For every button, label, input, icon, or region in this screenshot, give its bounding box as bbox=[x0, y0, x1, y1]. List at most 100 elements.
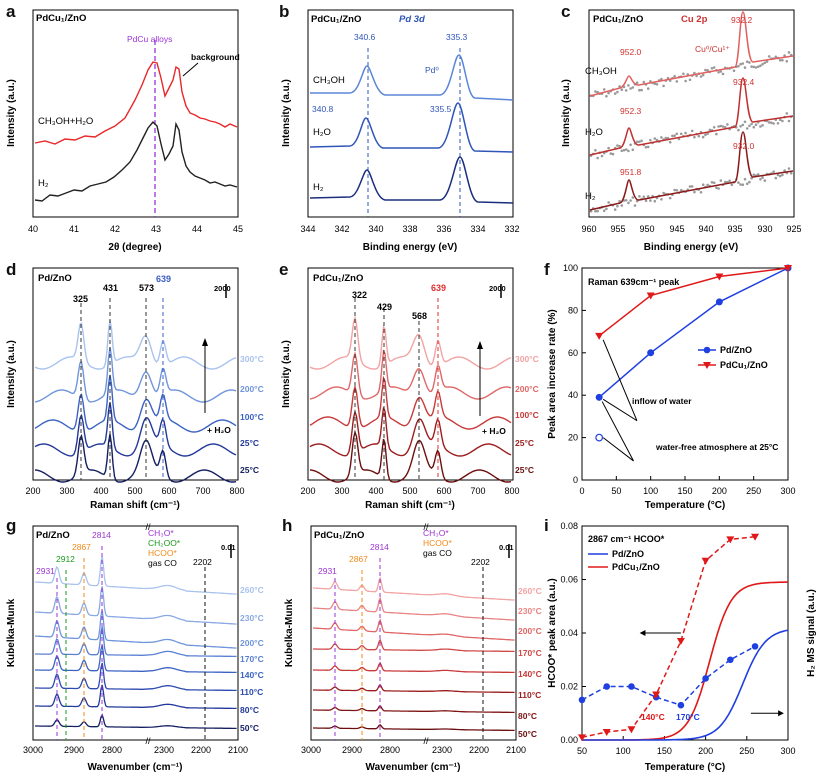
data-point bbox=[638, 140, 641, 143]
svg-text:2100: 2100 bbox=[228, 745, 248, 755]
data-point bbox=[638, 195, 641, 198]
svg-text:300°C: 300°C bbox=[240, 354, 264, 364]
tick-label: 0 bbox=[573, 475, 578, 485]
data-point bbox=[717, 187, 720, 190]
peak-label: 639 bbox=[431, 283, 446, 293]
y-axis-label: Intensity (a.u.) bbox=[561, 79, 572, 147]
svg-text:230°C: 230°C bbox=[518, 606, 542, 616]
data-point bbox=[770, 121, 773, 124]
data-point bbox=[646, 145, 650, 149]
trace-top bbox=[589, 11, 794, 97]
svg-text:950: 950 bbox=[639, 224, 654, 234]
tick-label: 150 bbox=[677, 486, 692, 496]
spectrum-trace bbox=[312, 596, 515, 621]
data-point bbox=[706, 183, 709, 187]
data-point bbox=[596, 156, 599, 160]
peak-label: 429 bbox=[377, 302, 392, 312]
drifts-chart-g: Pd/ZnO 2931 2912 2867 2814 2202 CH₃O* CH… bbox=[6, 522, 264, 773]
data-point bbox=[649, 199, 652, 202]
data-point bbox=[715, 273, 724, 281]
data-point bbox=[673, 188, 676, 192]
data-point bbox=[594, 209, 597, 213]
data-point bbox=[748, 180, 751, 184]
tick-label: 20 bbox=[568, 433, 578, 443]
data-point bbox=[618, 85, 621, 88]
panel-letter: h bbox=[282, 516, 293, 535]
data-point bbox=[607, 146, 610, 150]
data-point bbox=[578, 696, 586, 704]
scale-label: 2000 bbox=[489, 284, 506, 293]
y-axis-label: Kubelka-Munk bbox=[284, 598, 295, 667]
data-point bbox=[649, 80, 652, 83]
x-axis-label: Binding energy (eV) bbox=[363, 242, 457, 253]
data-point bbox=[761, 62, 764, 66]
svg-text:800: 800 bbox=[504, 486, 519, 496]
trace-label: CH₃OH bbox=[585, 66, 617, 77]
data-point bbox=[743, 66, 747, 69]
tick-label: 0.02 bbox=[560, 682, 578, 692]
data-point bbox=[693, 135, 696, 139]
peak-label: 2814 bbox=[370, 542, 389, 552]
data-point bbox=[655, 83, 659, 86]
svg-text:400: 400 bbox=[93, 486, 108, 496]
svg-text:500: 500 bbox=[127, 486, 142, 496]
data-point bbox=[784, 265, 792, 272]
data-point bbox=[778, 118, 782, 121]
spectrum-trace bbox=[34, 374, 237, 433]
metal-label: Pd⁰ bbox=[425, 65, 439, 75]
data-point bbox=[706, 132, 709, 135]
data-point bbox=[693, 190, 696, 194]
sample-label: PdCu₁/ZnO bbox=[311, 14, 361, 25]
onset-label: 140°C bbox=[641, 712, 665, 722]
spectrum-trace bbox=[313, 723, 515, 732]
sample-label: PdCu₁/ZnO bbox=[314, 530, 364, 541]
data-point bbox=[754, 123, 758, 126]
data-point bbox=[737, 128, 740, 132]
svg-text:2900: 2900 bbox=[64, 745, 84, 755]
data-point bbox=[642, 80, 646, 84]
data-point bbox=[620, 88, 624, 91]
trace-top bbox=[34, 61, 238, 145]
peak-label: 2912 bbox=[56, 554, 75, 564]
peak-label: 2931 bbox=[318, 566, 337, 576]
data-point bbox=[624, 89, 628, 92]
annotation: inflow of water bbox=[632, 396, 692, 406]
data-point bbox=[620, 204, 624, 207]
data-point bbox=[640, 88, 643, 92]
y-axis-label: Kubelka-Munk bbox=[6, 598, 17, 667]
sample-label: Pd/ZnO bbox=[36, 530, 70, 541]
data-point bbox=[635, 140, 639, 144]
data-point bbox=[652, 691, 661, 699]
data-point bbox=[595, 433, 604, 442]
data-point bbox=[664, 136, 668, 140]
data-point bbox=[684, 79, 687, 83]
data-point bbox=[728, 179, 731, 183]
svg-text:2100: 2100 bbox=[506, 745, 526, 755]
data-point bbox=[727, 656, 734, 664]
panel-h: h PdCu₁/ZnO 2931 2867 2814 2202 CH₃O* HC… bbox=[278, 512, 550, 776]
tick-label: 100 bbox=[616, 746, 631, 756]
data-point bbox=[715, 298, 723, 306]
data-point bbox=[741, 183, 745, 186]
data-point bbox=[646, 87, 650, 90]
data-point bbox=[607, 91, 610, 95]
peak-label: 932.4 bbox=[733, 77, 755, 87]
panel-letter: b bbox=[279, 2, 290, 21]
legend-item: CH₂OO* bbox=[148, 538, 181, 548]
data-point bbox=[778, 174, 782, 178]
svg-text:200: 200 bbox=[300, 486, 315, 496]
scale-label: 0.01 bbox=[499, 543, 514, 552]
data-point bbox=[726, 536, 735, 544]
data-point bbox=[708, 128, 712, 132]
data-point bbox=[765, 60, 769, 63]
svg-text:600: 600 bbox=[436, 486, 451, 496]
svg-text:945: 945 bbox=[669, 224, 684, 234]
x-axis-label: 2θ (degree) bbox=[108, 242, 161, 253]
spectrum-trace bbox=[309, 315, 512, 370]
series-line bbox=[598, 267, 789, 398]
legend-item: Pd/ZnO bbox=[720, 345, 752, 355]
data-point bbox=[605, 207, 608, 211]
legend-item: HCOO* bbox=[148, 548, 178, 558]
data-point bbox=[628, 683, 635, 690]
tick: 41 bbox=[69, 224, 79, 234]
